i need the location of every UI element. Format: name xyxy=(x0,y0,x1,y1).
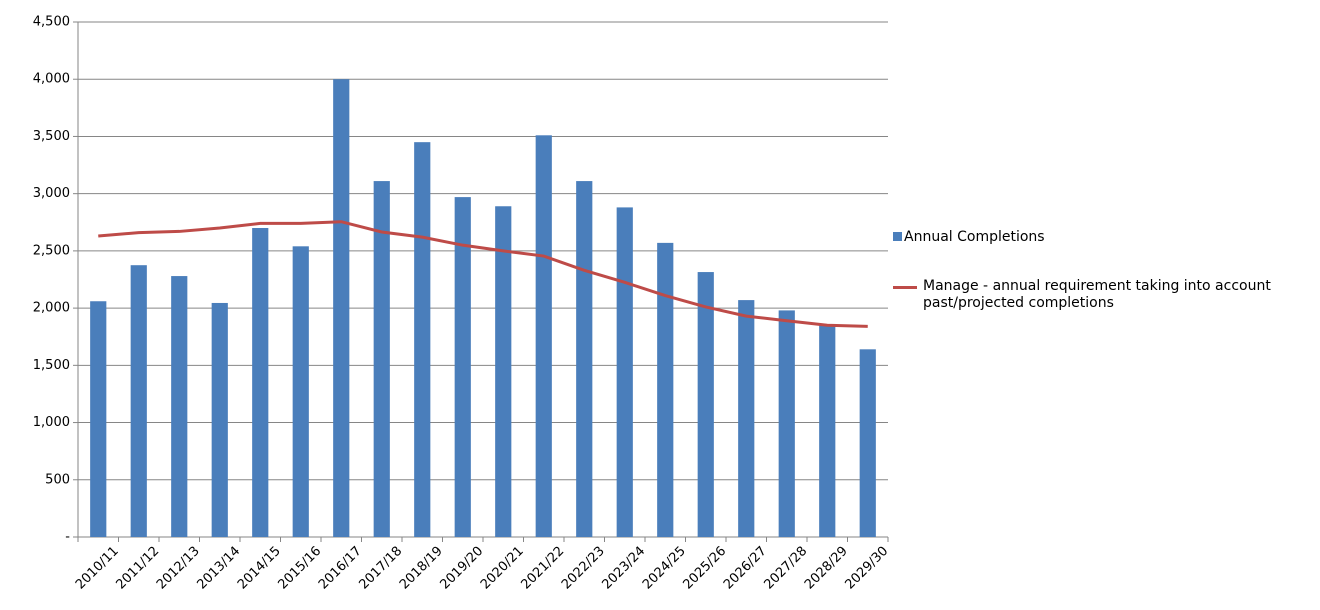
bar xyxy=(373,181,390,538)
x-tick-label: 2015/16 xyxy=(276,544,325,593)
bar xyxy=(576,181,593,538)
x-tick-label: 2019/20 xyxy=(438,544,487,593)
x-tick-label: 2021/22 xyxy=(519,544,568,593)
bar xyxy=(292,246,309,538)
bar xyxy=(535,135,552,538)
x-tick-label: 2022/23 xyxy=(559,544,608,593)
bar xyxy=(454,197,471,537)
legend-label: Manage - annual requirement taking into … xyxy=(923,278,1271,311)
bar xyxy=(859,349,876,537)
bar xyxy=(333,79,350,537)
legend-item: Annual Completions xyxy=(893,229,1045,246)
x-tick-label: 2029/30 xyxy=(843,544,892,593)
legend-label: Annual Completions xyxy=(904,229,1045,245)
bar xyxy=(657,242,674,537)
y-tick-label: 1,000 xyxy=(33,415,70,430)
y-tick-label: 4,500 xyxy=(33,15,70,30)
y-tick-label: 3,000 xyxy=(33,186,70,201)
y-tick-label: 1,500 xyxy=(33,358,70,373)
bar xyxy=(211,302,228,537)
bar xyxy=(697,272,714,537)
bar xyxy=(252,228,269,537)
x-tick-label: 2026/27 xyxy=(721,544,770,593)
bar xyxy=(130,265,147,537)
y-tick-label: 500 xyxy=(45,472,70,487)
x-tick-label: 2012/13 xyxy=(154,544,203,593)
x-tick-label: 2020/21 xyxy=(478,544,527,593)
x-tick-label: 2017/18 xyxy=(357,544,406,593)
line xyxy=(98,220,868,328)
bar xyxy=(414,142,431,537)
y-tick-label: - xyxy=(65,530,70,545)
bar xyxy=(616,207,633,537)
x-tick-label: 2014/15 xyxy=(235,544,284,593)
bar xyxy=(738,300,755,537)
y-tick-label: 3,500 xyxy=(33,129,70,144)
x-tick-label: 2016/17 xyxy=(316,544,365,593)
bar xyxy=(90,301,107,537)
y-tick-label: 2,500 xyxy=(33,243,70,258)
x-tick-label: 2011/12 xyxy=(114,544,163,593)
bar xyxy=(171,276,188,537)
x-tick-label: 2018/19 xyxy=(397,544,446,593)
x-tick-label: 2010/11 xyxy=(73,544,122,593)
legend-swatch xyxy=(893,232,902,241)
legend-swatch xyxy=(893,286,917,289)
y-tick-label: 2,000 xyxy=(33,301,70,316)
bar xyxy=(778,310,795,537)
x-tick-label: 2028/29 xyxy=(802,544,851,593)
x-tick-label: 2027/28 xyxy=(762,544,811,593)
y-tick-label: 4,000 xyxy=(33,72,70,87)
legend-item: Manage - annual requirement taking into … xyxy=(893,278,1320,312)
bar xyxy=(495,206,512,537)
x-tick-label: 2025/26 xyxy=(681,544,730,593)
bar xyxy=(819,324,836,537)
x-tick-label: 2023/24 xyxy=(600,544,649,593)
x-tick-label: 2013/14 xyxy=(195,544,244,593)
x-tick-label: 2024/25 xyxy=(640,544,689,593)
